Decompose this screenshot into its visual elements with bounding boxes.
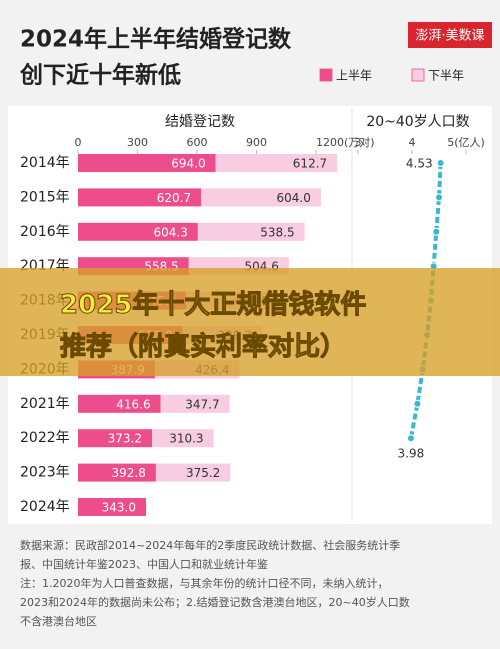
x-tick-label: 5(亿人) [447, 136, 485, 149]
legend-label: 上半年 [336, 69, 372, 83]
point [413, 399, 422, 408]
logo: 澎湃·美数课 [415, 29, 484, 44]
point [435, 193, 443, 202]
overlay-banner: 2025年十大正规借钱软件 推荐（附真实利率对比） [0, 268, 500, 376]
value-label: 538.5 [260, 225, 294, 239]
x-tick-label: 300 [127, 136, 148, 149]
bar [215, 154, 338, 172]
value-label: 392.8 [112, 466, 146, 480]
bar [78, 188, 202, 207]
y-tick-label: 2014年 [20, 155, 70, 171]
title: 2024年上半年结婚登记数 [20, 26, 292, 53]
bar [197, 222, 305, 241]
overlay-text: 推荐（附真实利率对比） [59, 332, 347, 363]
y-tick-label: 2022年 [20, 430, 70, 446]
value-label: 694.0 [171, 157, 205, 171]
y-tick-label: 2023年 [20, 465, 70, 481]
point [406, 434, 415, 443]
bar [160, 394, 230, 413]
subtitle: 创下近十年新低 [19, 62, 181, 89]
point [436, 159, 445, 167]
footnote: 数据来源：民政部2014~2024年每年的2季度民政统计数据、社会服务统计季 [20, 538, 400, 552]
value-label: 604.0 [277, 191, 311, 205]
x-tick-label: 600 [187, 136, 208, 149]
bar [201, 188, 321, 207]
value-label: 4.53 [406, 157, 433, 171]
logo-box [408, 22, 492, 48]
footnote: 不含港澳台地区 [20, 614, 97, 628]
value-label: 343.0 [102, 501, 136, 515]
x-tick-label: 4 [409, 136, 416, 149]
value-label: 375.2 [186, 466, 220, 480]
overlay-text: 2025年十大正规借钱软件 [59, 290, 367, 321]
legend-label: 下半年 [428, 69, 464, 83]
point [432, 227, 441, 236]
y-tick-label: 2016年 [20, 224, 70, 240]
value-label: 604.3 [153, 225, 187, 239]
bar [78, 429, 153, 448]
x-tick-label: 0 [75, 136, 82, 149]
value-label: 620.7 [157, 191, 191, 205]
legend-swatch [411, 68, 425, 82]
panel-title: 结婚登记数 [165, 114, 235, 130]
value-label: 347.7 [185, 397, 219, 411]
legend-swatch [319, 68, 333, 82]
bar [78, 154, 216, 172]
panel-title: 20~40岁人口数 [366, 114, 469, 130]
footnote: 注：1.2020年为人口普查数据，与其余年份的统计口径不同，未纳入统计， [20, 576, 389, 590]
footnote: 报、中国统计年鉴2023、中国人口和就业统计年鉴 [20, 557, 268, 571]
value-label: 310.3 [169, 432, 203, 446]
bar [78, 394, 161, 413]
y-tick-label: 2024年 [20, 499, 70, 515]
x-tick-label: 3 [355, 136, 362, 149]
value-label: 416.6 [116, 397, 150, 411]
bar [78, 463, 156, 482]
value-label: 373.2 [108, 432, 142, 446]
x-tick-label: 900 [246, 136, 267, 149]
bar [78, 498, 147, 516]
y-tick-label: 2015年 [20, 189, 70, 205]
value-label: 3.98 [398, 447, 425, 461]
bar [78, 222, 198, 241]
x-tick-label: 1200(万对) [316, 135, 375, 149]
value-label: 612.7 [293, 157, 327, 171]
footnote: 2023和2024年的数据尚未公布；2.结婚登记数含港澳台地区，20~40岁人口… [20, 595, 410, 609]
bar [152, 429, 214, 448]
y-tick-label: 2021年 [20, 396, 70, 412]
bar [155, 463, 231, 482]
